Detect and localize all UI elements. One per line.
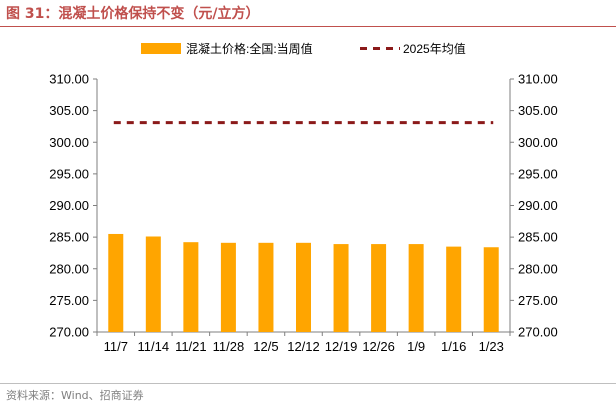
x-tick-label: 11/7 bbox=[104, 339, 128, 354]
y-tick-label-right: 270.00 bbox=[518, 325, 558, 340]
y-tick-label-right: 290.00 bbox=[518, 198, 558, 213]
title-divider bbox=[0, 26, 616, 27]
bar bbox=[446, 246, 462, 332]
y-tick-label-right: 280.00 bbox=[518, 261, 558, 276]
bar bbox=[145, 236, 161, 332]
bar bbox=[258, 242, 274, 332]
bar bbox=[108, 233, 124, 332]
y-tick-label-right: 275.00 bbox=[518, 293, 558, 308]
legend-label-bar: 混凝土价格:全国:当周值 bbox=[186, 41, 313, 56]
x-tick-label: 1/9 bbox=[407, 339, 425, 354]
bar bbox=[371, 244, 387, 332]
axes: 270.00 270.00 275.00 275.00 280.00 280.00 285.… bbox=[49, 72, 558, 355]
y-tick-label-left: 305.00 bbox=[49, 103, 89, 118]
x-tick-label: 12/19 bbox=[325, 339, 358, 354]
bar bbox=[333, 244, 349, 332]
y-tick-label-left: 280.00 bbox=[49, 261, 89, 276]
y-tick-label-left: 285.00 bbox=[49, 230, 89, 245]
y-tick-label-right: 300.00 bbox=[518, 135, 558, 150]
y-tick-label-left: 295.00 bbox=[49, 166, 89, 181]
legend-label-line: 2025年均值 bbox=[403, 41, 466, 56]
x-tick-label: 12/26 bbox=[362, 339, 395, 354]
x-tick-label: 1/16 bbox=[441, 339, 466, 354]
y-tick-label-left: 300.00 bbox=[49, 135, 89, 150]
y-tick-label-left: 270.00 bbox=[49, 325, 89, 340]
x-tick-label: 11/21 bbox=[175, 339, 207, 354]
bar bbox=[483, 247, 499, 332]
bar bbox=[408, 244, 424, 332]
y-tick-label-left: 275.00 bbox=[49, 293, 89, 308]
x-tick-label: 11/14 bbox=[138, 339, 170, 354]
legend: 混凝土价格:全国:当周值 2025年均值 bbox=[141, 41, 466, 56]
bars bbox=[108, 233, 499, 332]
source-divider bbox=[0, 383, 616, 384]
x-tick-label: 12/12 bbox=[287, 339, 320, 354]
y-tick-label-right: 285.00 bbox=[518, 230, 558, 245]
bar bbox=[220, 242, 236, 332]
x-tick-label: 11/28 bbox=[213, 339, 245, 354]
y-tick-label-right: 295.00 bbox=[518, 166, 558, 181]
bar bbox=[296, 242, 311, 332]
y-tick-label-right: 310.00 bbox=[518, 72, 558, 87]
y-tick-label-left: 290.00 bbox=[49, 198, 89, 213]
bar bbox=[183, 242, 199, 332]
x-tick-label: 12/5 bbox=[253, 339, 278, 354]
legend-swatch-bar bbox=[141, 43, 181, 54]
y-tick-label-left: 310.00 bbox=[49, 72, 89, 87]
y-tick-label-right: 305.00 bbox=[518, 103, 558, 118]
figure-title: 图 31：混凝土价格保持不变（元/立方） bbox=[6, 6, 260, 22]
x-tick-label: 1/23 bbox=[479, 339, 504, 354]
source-note: 资料来源：Wind、招商证券 bbox=[6, 389, 144, 402]
